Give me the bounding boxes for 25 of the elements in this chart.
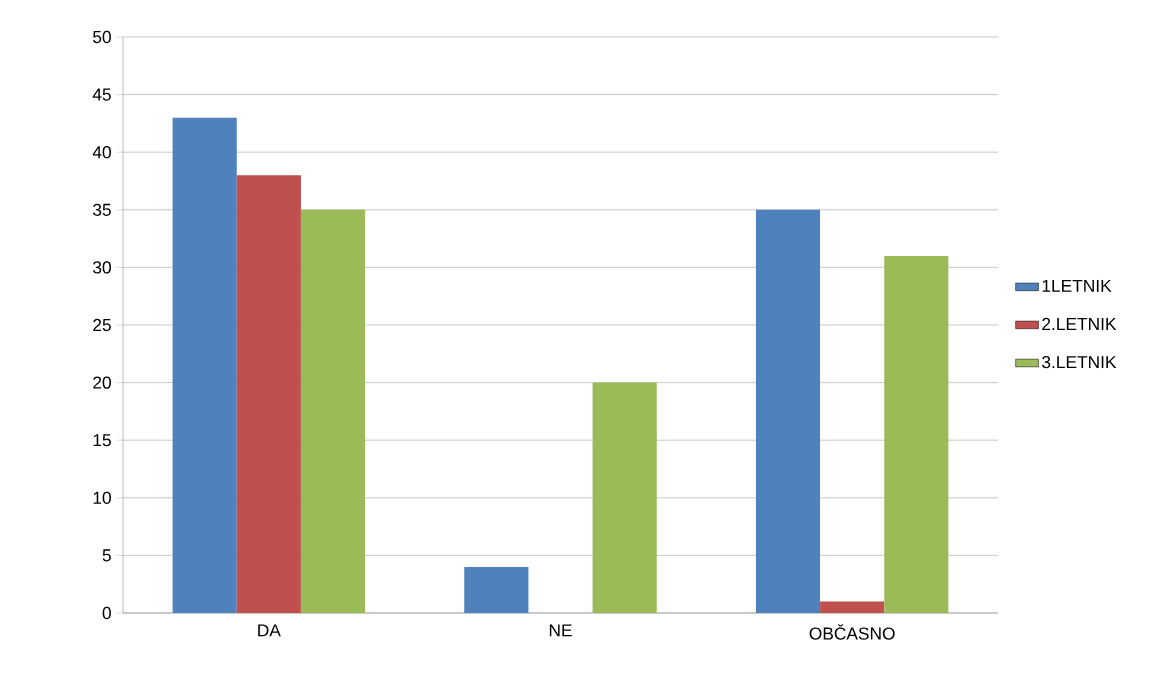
legend-label: 2.LETNIK: [1042, 317, 1117, 330]
y-tick-label: 25: [93, 318, 111, 332]
bar: [884, 255, 949, 613]
y-tick-label: 40: [92, 146, 111, 159]
bar: [172, 117, 237, 613]
y-tick-label: 50: [93, 30, 111, 44]
legend-label: 3.LETNIK: [1042, 355, 1117, 369]
bar: [236, 175, 301, 613]
x-tick-label: NE: [549, 624, 572, 637]
y-tick-label: 20: [93, 376, 111, 389]
y-tick-label: 30: [93, 261, 111, 274]
bar: [592, 382, 657, 613]
y-tick-label: 0: [102, 606, 111, 620]
x-tick-label: OBČASNO: [809, 624, 895, 640]
x-tick-label: DA: [258, 624, 281, 637]
y-tick-label: 10: [93, 491, 111, 504]
y-tick-label: 45: [92, 88, 111, 101]
bar: [300, 209, 366, 613]
y-tick-label: 35: [93, 203, 111, 216]
y-tick-label: 15: [93, 434, 111, 447]
legend-label: 1LETNIK: [1042, 279, 1112, 292]
bar: [820, 601, 885, 613]
bar: [464, 566, 529, 613]
y-tick-label: 5: [102, 549, 111, 562]
bar: [755, 209, 821, 613]
